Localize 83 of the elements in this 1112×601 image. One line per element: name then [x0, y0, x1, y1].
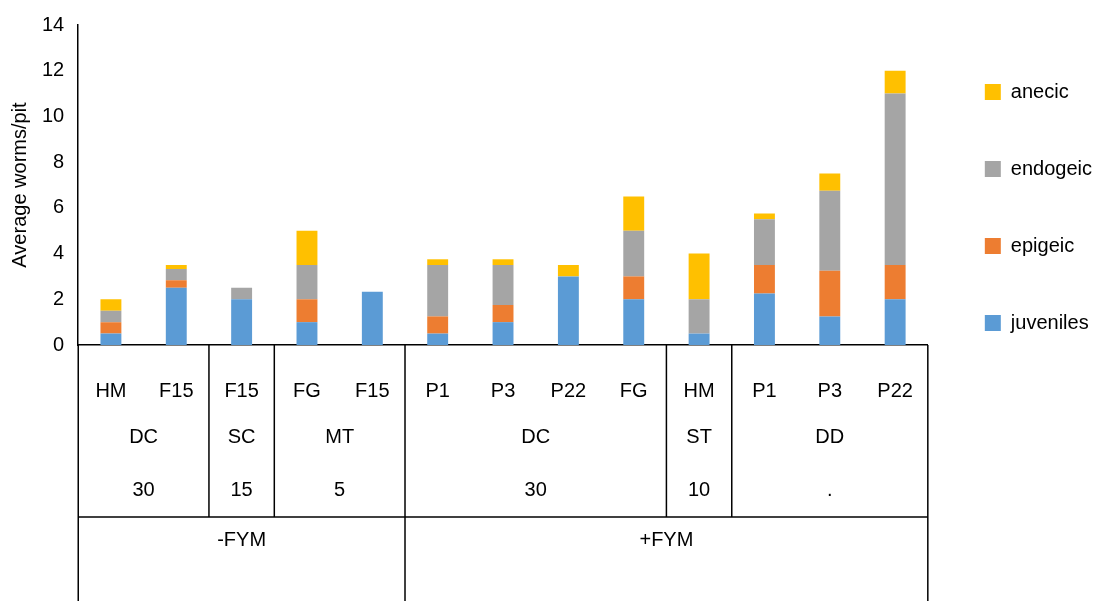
bar: [165, 265, 187, 269]
bar: [753, 219, 775, 265]
y-axis-title: Average worms/pit: [7, 101, 30, 268]
x-tick-label: HM: [95, 378, 127, 401]
x-tick-label: P22: [877, 378, 913, 401]
x-tick-label: FG: [293, 378, 321, 401]
bar: [819, 173, 841, 191]
bar: [753, 265, 775, 294]
x-tick-label: P3: [817, 378, 843, 401]
text: -FYM: [217, 528, 267, 551]
text: 30: [132, 477, 155, 500]
text: 10: [687, 477, 711, 500]
x-tick-label: F15: [355, 378, 390, 401]
bar: [623, 230, 645, 277]
bar: [623, 299, 645, 345]
y-tick-label: 0: [53, 332, 65, 355]
bar: [884, 299, 906, 345]
text: MT: [325, 424, 355, 447]
bar: [688, 299, 710, 334]
bar: [557, 265, 579, 277]
x-tick-label: F15: [159, 378, 194, 401]
legend-label: endogeic: [1010, 156, 1093, 179]
bar: [884, 93, 906, 265]
bar: [165, 268, 187, 281]
x-tick-label: FG: [619, 378, 648, 401]
bar: [231, 287, 253, 300]
bar: [623, 196, 645, 231]
bar: [492, 265, 514, 305]
legend-label: anecic: [1010, 79, 1069, 102]
y-tick-label: 6: [53, 195, 65, 218]
bar: [753, 293, 775, 345]
bar: [165, 280, 187, 288]
bar: [296, 322, 318, 345]
bar: [100, 322, 122, 334]
bar: [623, 276, 645, 300]
bar: [427, 259, 449, 265]
text: 30: [524, 477, 547, 500]
x-tick-label: HM: [683, 378, 715, 401]
y-tick-label: 14: [42, 12, 65, 35]
bar: [688, 253, 710, 300]
text: +FYM: [639, 528, 694, 551]
bar: [492, 259, 514, 265]
text: ST: [686, 424, 712, 447]
bar: [296, 265, 318, 300]
bar: [361, 291, 383, 345]
x-tick-label: P1: [425, 378, 450, 401]
bar: [884, 70, 906, 94]
y-tick-label: 12: [42, 58, 65, 81]
y-tick-label: 8: [53, 149, 65, 172]
bar: [819, 270, 841, 317]
bar: [557, 276, 579, 345]
x-tick-label: F15: [224, 378, 259, 401]
bar: [819, 316, 841, 345]
x-tick-label: P1: [752, 378, 777, 401]
bar: [492, 322, 514, 345]
bar: [427, 316, 449, 334]
y-tick-label: 4: [53, 241, 65, 264]
bar: [231, 299, 253, 345]
legend-label: juveniles: [1009, 310, 1089, 333]
text: 15: [230, 477, 253, 500]
text: .: [827, 477, 833, 500]
bar: [819, 190, 841, 271]
text: DC: [521, 424, 551, 447]
bar: [688, 333, 710, 345]
x-tick-label: P22: [550, 378, 587, 401]
text: DC: [129, 424, 159, 447]
x-tick-label: P3: [490, 378, 516, 401]
bar: [100, 333, 122, 345]
bar: [427, 265, 449, 317]
y-tick-label: 2: [53, 286, 65, 309]
legend-label: epigeic: [1010, 233, 1075, 256]
bar: [296, 230, 318, 265]
bar: [296, 299, 318, 323]
y-tick-label: 10: [42, 103, 65, 126]
bar: [165, 287, 187, 345]
bar: [884, 265, 906, 300]
bar: [492, 305, 514, 323]
bar: [427, 333, 449, 345]
bar: [100, 299, 122, 311]
text: DD: [815, 424, 845, 447]
bar: [100, 310, 122, 323]
text: SC: [227, 424, 256, 447]
text: 5: [334, 477, 346, 500]
